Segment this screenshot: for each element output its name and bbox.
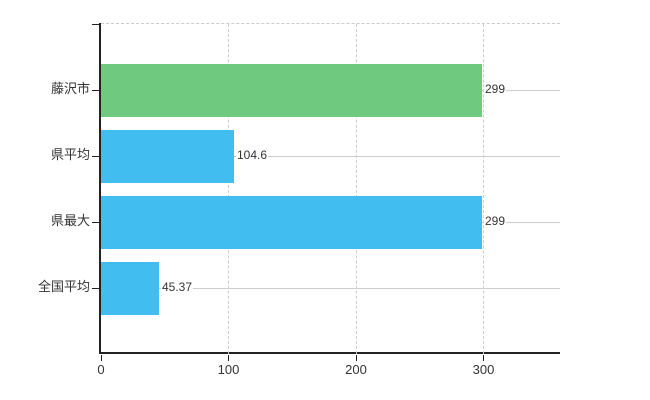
- x-tick-label: 100: [217, 362, 240, 377]
- x-tick-label: 300: [472, 362, 495, 377]
- bar: [101, 130, 234, 183]
- y-tick: [92, 221, 99, 223]
- vertical-gridline: [483, 24, 484, 354]
- x-tick-label: 0: [97, 362, 105, 377]
- x-tick-label: 200: [345, 362, 367, 377]
- category-label: 県平均: [50, 147, 90, 162]
- x-tick: [483, 355, 484, 361]
- bar-value-label: 299: [484, 214, 507, 229]
- vertical-gridline: [355, 24, 357, 354]
- x-tick: [355, 355, 357, 361]
- row-gridline: [101, 287, 560, 289]
- y-tick: [92, 287, 99, 289]
- x-axis-line: [99, 352, 560, 354]
- x-tick: [228, 355, 229, 361]
- y-axis-top-tick: [92, 24, 99, 25]
- bar: [101, 64, 482, 117]
- plot-area: 299 104.6 299 45.37: [92, 23, 560, 361]
- bar-value-label: 299: [484, 82, 507, 97]
- x-tick: [100, 355, 102, 361]
- category-label: 藤沢市: [50, 81, 90, 96]
- row-gridline: [101, 155, 560, 157]
- bar: [101, 262, 159, 315]
- bar-value-label: 104.6: [236, 148, 269, 163]
- y-tick: [92, 89, 99, 91]
- bar: [101, 196, 482, 249]
- bar-value-label: 45.37: [161, 280, 194, 295]
- vertical-gridline: [228, 24, 229, 354]
- y-tick: [92, 155, 99, 157]
- category-label: 全国平均: [37, 279, 90, 294]
- y-axis-line: [99, 23, 101, 354]
- category-label: 県最大: [50, 213, 90, 228]
